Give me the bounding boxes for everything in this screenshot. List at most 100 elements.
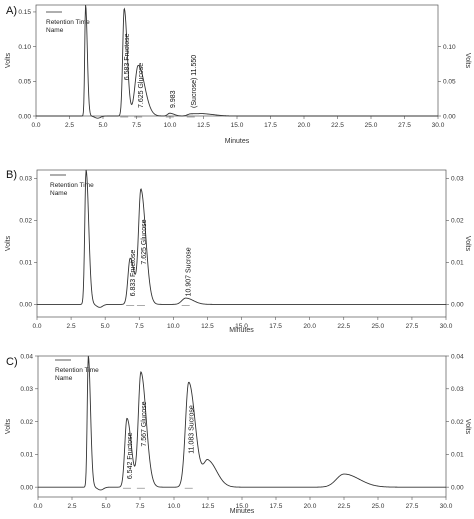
y-tick-label: 0.10: [18, 44, 31, 51]
chromatogram-trace: [37, 169, 446, 308]
x-tick-label: 25.0: [372, 323, 385, 330]
peak-label-1: 6.833 Fructose: [130, 250, 137, 297]
panel-label: B): [6, 169, 17, 181]
x-tick-label: 15.0: [236, 503, 249, 510]
peak-label-3: 10.907 Sucrose: [186, 247, 193, 296]
x-tick-label: 15.0: [235, 323, 248, 330]
panel-label: C): [6, 356, 18, 368]
x-tick-label: 22.5: [338, 503, 351, 510]
x-tick-label: 27.5: [406, 323, 419, 330]
y-tick-label: 0.00: [19, 302, 32, 309]
y-tick-label: 0.00: [20, 484, 33, 491]
y-tick-label: 0.01: [20, 452, 33, 459]
plot-frame: [35, 4, 439, 117]
x-tick-label: 7.5: [132, 122, 141, 129]
y-axis-label: Volts: [5, 235, 12, 251]
x-tick-label: 17.5: [269, 323, 282, 330]
y-right-tick-label: 0.02: [451, 218, 464, 225]
y-axis-label: Volts: [5, 418, 12, 434]
y-tick-label: 0.00: [18, 113, 31, 120]
y-right-tick-label: 0.02: [451, 419, 464, 426]
x-tick-label: 12.5: [202, 503, 215, 510]
peak-label-2: 7.625 Glucose: [138, 63, 145, 108]
panel-label: A): [6, 5, 17, 17]
legend-subtitle: Name: [46, 27, 64, 34]
y-axis-label-right: Volts: [464, 236, 471, 252]
y-right-tick-label: 0.03: [451, 386, 464, 393]
x-tick-label: 20.0: [303, 323, 316, 330]
chart-panel-2: B) 0.0 2.5 5.0 7.5 10.0 12.5 15.0 17.5 20.0 22.5 25…: [5, 169, 471, 334]
x-tick-label: 2.5: [65, 122, 74, 129]
x-tick-label: 30.0: [440, 503, 453, 510]
x-tick-label: 0.0: [32, 323, 41, 330]
x-tick-label: 5.0: [101, 503, 110, 510]
peak-label-2: 7.625 Glucose: [141, 219, 148, 264]
chromatogram-trace: [36, 4, 438, 119]
legend-subtitle: Name: [50, 190, 68, 197]
y-axis-label: Volts: [5, 52, 12, 68]
x-tick-label: 22.5: [337, 323, 350, 330]
x-tick-label: 15.0: [231, 122, 244, 129]
x-tick-label: 0.0: [31, 122, 40, 129]
y-tick-label: 0.04: [20, 353, 33, 360]
y-tick-label: 0.01: [19, 260, 32, 267]
x-tick-label: 7.5: [135, 503, 144, 510]
y-tick-label: 0.02: [19, 218, 32, 225]
x-tick-label: 17.5: [264, 122, 277, 129]
x-tick-label: 2.5: [67, 323, 76, 330]
x-tick-label: 17.5: [270, 503, 283, 510]
x-tick-label: 27.5: [406, 503, 419, 510]
x-tick-label: 10.0: [168, 503, 181, 510]
legend-title: Retention Time: [55, 367, 99, 374]
plot-frame: [36, 169, 447, 318]
legend-title: Retention Time: [46, 19, 90, 26]
legend-subtitle: Name: [55, 375, 73, 382]
y-right-tick-label: 0.04: [451, 353, 464, 360]
y-right-tick-label: 0.01: [451, 452, 464, 459]
x-tick-label: 20.0: [304, 503, 317, 510]
x-tick-label: 12.5: [197, 122, 210, 129]
x-tick-label: 7.5: [135, 323, 144, 330]
x-tick-label: 10.0: [164, 122, 177, 129]
x-tick-label: 25.0: [372, 503, 385, 510]
x-tick-label: 5.0: [101, 323, 110, 330]
y-axis-label-right: Volts: [464, 53, 471, 69]
peak-label-2: 7.567 Glucose: [141, 401, 148, 446]
peak-label-3: 9.983: [170, 90, 177, 108]
x-tick-label: 30.0: [440, 323, 453, 330]
y-right-tick-label: 0.00: [443, 113, 456, 120]
peak-label-4: (Sucrose) 11.550: [191, 55, 198, 108]
peak-label-1: 6.583 Fructose: [124, 33, 131, 80]
x-tick-label: 27.5: [398, 122, 411, 129]
y-right-tick-label: 0.03: [451, 176, 464, 183]
y-tick-label: 0.05: [18, 79, 31, 86]
y-right-tick-label: 0.05: [443, 79, 456, 86]
plot-frame: [37, 355, 447, 498]
chart-panel-3: C) 0.0 2.5 5.0 7.5 10.0 12.5 15.0 17.5 20.0 22.5 25…: [5, 353, 471, 515]
x-tick-label: 0.0: [33, 503, 42, 510]
peak-label-1: 6.542 Fructose: [127, 432, 134, 479]
x-tick-label: 30.0: [432, 122, 445, 129]
peak-label-3: 11.083 Sucrose: [189, 405, 196, 454]
y-tick-label: 0.02: [20, 419, 33, 426]
chart-panel-1: A) 0.0 2.5 5.0 7.5 10.0 12.5 15.0 17.5 20.0 22.5 25…: [5, 4, 471, 145]
y-right-tick-label: 0.01: [451, 260, 464, 267]
y-right-tick-label: 0.00: [451, 302, 464, 309]
y-right-tick-label: 0.00: [451, 484, 464, 491]
y-tick-label: 0.03: [20, 386, 33, 393]
x-tick-label: 12.5: [201, 323, 214, 330]
x-axis-label: Minutes: [225, 138, 250, 145]
y-tick-label: 0.03: [19, 176, 32, 183]
x-tick-label: 25.0: [365, 122, 378, 129]
x-tick-label: 20.0: [298, 122, 311, 129]
y-axis-label-right: Volts: [464, 419, 471, 435]
x-axis-label: Minutes: [230, 508, 255, 515]
x-axis-label: Minutes: [229, 327, 254, 334]
x-tick-label: 2.5: [67, 503, 76, 510]
y-right-tick-label: 0.10: [443, 44, 456, 51]
y-tick-label: 0.15: [18, 9, 31, 16]
x-tick-label: 5.0: [98, 122, 107, 129]
x-tick-label: 22.5: [331, 122, 344, 129]
chromatogram-trace: [38, 355, 446, 491]
